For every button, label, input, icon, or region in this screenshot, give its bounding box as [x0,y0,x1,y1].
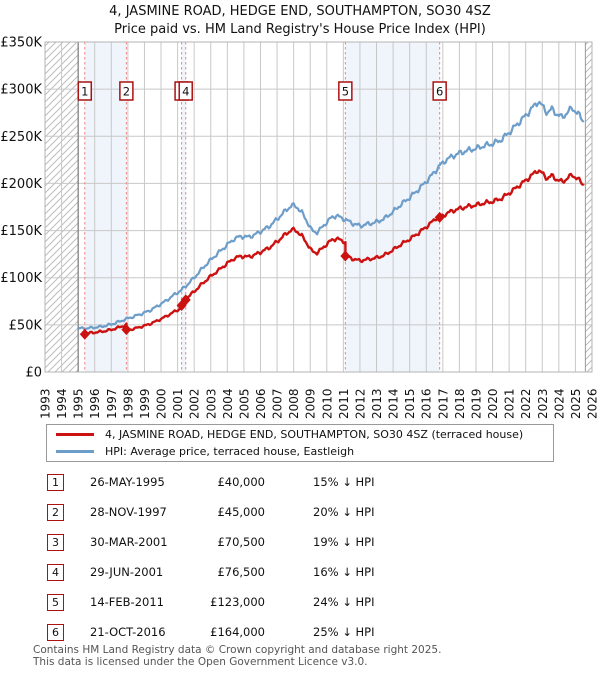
svg-text:£0: £0 [25,366,42,381]
svg-text:£100K: £100K [0,271,42,286]
svg-text:2008: 2008 [287,388,301,419]
table-row: 6 21-OCT-2016 £164,000 25% ↓ HPI [40,618,580,648]
svg-text:2020: 2020 [486,388,500,419]
sale-date: 29-JUN-2001 [90,565,164,579]
svg-text:1997: 1997 [105,388,119,419]
sale-price: £76,500 [217,565,265,579]
sale-date: 14-FEB-2011 [90,595,164,609]
table-row: 5 14-FEB-2011 £123,000 24% ↓ HPI [40,588,580,618]
sale-price: £70,500 [217,535,265,549]
sale-number-badge: 5 [47,594,64,611]
svg-text:2025: 2025 [569,388,583,419]
svg-text:2023: 2023 [536,388,550,419]
svg-text:2017: 2017 [436,388,450,419]
svg-text:1: 1 [81,85,88,99]
sale-date: 21-OCT-2016 [90,625,166,639]
licence-footer: Contains HM Land Registry data © Crown c… [33,644,442,668]
page-title: 4, JASMINE ROAD, HEDGE END, SOUTHAMPTON,… [109,4,491,19]
svg-text:2010: 2010 [320,388,334,419]
svg-text:£150K: £150K [0,224,42,239]
svg-text:2003: 2003 [204,388,218,419]
table-row: 2 28-NOV-1997 £45,000 20% ↓ HPI [40,498,580,528]
table-row: 3 30-MAR-2001 £70,500 19% ↓ HPI [40,528,580,558]
sale-number-badge: 3 [47,534,64,551]
sale-number-badge: 2 [47,504,64,521]
sale-price: £45,000 [217,505,265,519]
svg-text:6: 6 [436,85,443,99]
sale-vs-hpi: 25% ↓ HPI [313,625,375,639]
svg-text:2004: 2004 [221,388,235,419]
legend-item-price-paid: 4, JASMINE ROAD, HEDGE END, SOUTHAMPTON,… [47,428,553,442]
svg-text:2001: 2001 [171,388,185,419]
svg-text:2015: 2015 [403,388,417,419]
svg-text:£300K: £300K [0,83,42,98]
sale-price: £123,000 [210,595,265,609]
sale-number-badge: 1 [47,474,64,491]
svg-text:£350K: £350K [0,36,42,51]
svg-text:2000: 2000 [155,388,169,419]
legend-label: HPI: Average price, terraced house, East… [105,445,355,458]
price-chart: 123456£0£50K£100K£150K£200K£250K£300K£35… [0,36,600,420]
sale-number-badge: 4 [47,564,64,581]
legend-label: 4, JASMINE ROAD, HEDGE END, SOUTHAMPTON,… [105,428,524,441]
sale-vs-hpi: 16% ↓ HPI [313,565,375,579]
sales-table: 1 26-MAY-1995 £40,000 15% ↓ HPI 2 28-NOV… [40,468,580,648]
svg-text:£200K: £200K [0,177,42,192]
svg-text:2024: 2024 [552,388,566,419]
svg-text:2011: 2011 [337,388,351,419]
sale-vs-hpi: 20% ↓ HPI [313,505,375,519]
sale-date: 26-MAY-1995 [90,475,165,489]
svg-text:1994: 1994 [55,388,69,419]
page-subtitle: Price paid vs. HM Land Registry's House … [114,22,486,37]
svg-text:2012: 2012 [353,388,367,419]
svg-text:1996: 1996 [88,388,102,419]
hpi-line-swatch [56,450,94,453]
footer-line: Contains HM Land Registry data © Crown c… [33,644,442,656]
svg-text:2021: 2021 [503,388,517,419]
svg-text:2006: 2006 [254,388,268,419]
sale-vs-hpi: 24% ↓ HPI [313,595,375,609]
svg-text:1999: 1999 [138,388,152,419]
svg-text:£250K: £250K [0,130,42,145]
sale-vs-hpi: 15% ↓ HPI [313,475,375,489]
svg-text:1993: 1993 [39,388,53,419]
svg-text:2019: 2019 [469,388,483,419]
price-paid-line-swatch [56,433,94,436]
svg-text:2022: 2022 [519,388,533,419]
svg-text:2018: 2018 [453,388,467,419]
sale-price: £164,000 [210,625,265,639]
svg-text:2026: 2026 [586,388,600,419]
sale-number-badge: 6 [47,624,64,641]
svg-text:1995: 1995 [72,388,86,419]
sale-price: £40,000 [217,475,265,489]
svg-text:1998: 1998 [121,388,135,419]
svg-text:2002: 2002 [188,388,202,419]
svg-text:£50K: £50K [9,318,43,333]
svg-text:2013: 2013 [370,388,384,419]
legend-item-hpi: HPI: Average price, terraced house, East… [47,445,553,459]
svg-text:2016: 2016 [420,388,434,419]
svg-text:2007: 2007 [271,388,285,419]
footer-line: This data is licensed under the Open Gov… [33,655,368,668]
table-row: 4 29-JUN-2001 £76,500 16% ↓ HPI [40,558,580,588]
table-row: 1 26-MAY-1995 £40,000 15% ↓ HPI [40,468,580,498]
sale-date: 28-NOV-1997 [90,505,167,519]
sale-vs-hpi: 19% ↓ HPI [313,535,375,549]
svg-text:2005: 2005 [237,388,251,419]
svg-text:5: 5 [342,85,349,99]
chart-legend: 4, JASMINE ROAD, HEDGE END, SOUTHAMPTON,… [46,424,554,462]
svg-text:2009: 2009 [304,388,318,419]
svg-text:2014: 2014 [387,388,401,419]
sale-date: 30-MAR-2001 [90,535,168,549]
svg-text:2: 2 [123,85,130,99]
svg-text:4: 4 [182,85,189,99]
